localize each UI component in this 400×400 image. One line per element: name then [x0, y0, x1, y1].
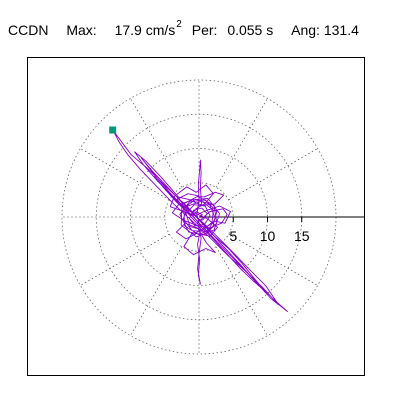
motion-trace-line — [112, 129, 288, 312]
grid-spoke-300 — [215, 246, 268, 336]
peak-marker-group — [109, 126, 117, 134]
station-name: CCDN — [8, 22, 49, 38]
x-tick-label-10: 10 — [260, 228, 276, 244]
max-value: 17.9 cm/s — [114, 22, 176, 38]
period-label: Per: — [191, 22, 218, 38]
grid-spoke-240 — [130, 246, 183, 336]
peak-marker — [109, 126, 117, 134]
period-value: 0.055 s — [227, 22, 274, 38]
plot-frame: 5 10 15 — [27, 57, 365, 376]
grid-spoke-150 — [80, 148, 170, 201]
motion-trace — [112, 129, 288, 312]
hodogram-plot: 5 10 15 — [61, 79, 364, 355]
grid-spoke-120 — [130, 98, 183, 188]
grid-spoke-330 — [228, 233, 318, 286]
title-bar: CCDN Max: 17.9 cm/s2 Per: 0.055 s Ang: 1… — [8, 14, 359, 38]
angle-value: 131.4 — [323, 22, 359, 38]
max-label: Max: — [66, 22, 97, 38]
grid-spoke-60 — [215, 98, 268, 188]
x-tick-label-5: 5 — [229, 228, 237, 244]
radial-axis: 5 10 15 — [199, 216, 364, 244]
max-unit-exponent: 2 — [176, 19, 182, 30]
grid-spoke-30 — [228, 148, 318, 201]
grid-spoke-210 — [80, 233, 170, 286]
x-tick-label-15: 15 — [294, 228, 310, 244]
angle-label: Ang: — [291, 22, 320, 38]
